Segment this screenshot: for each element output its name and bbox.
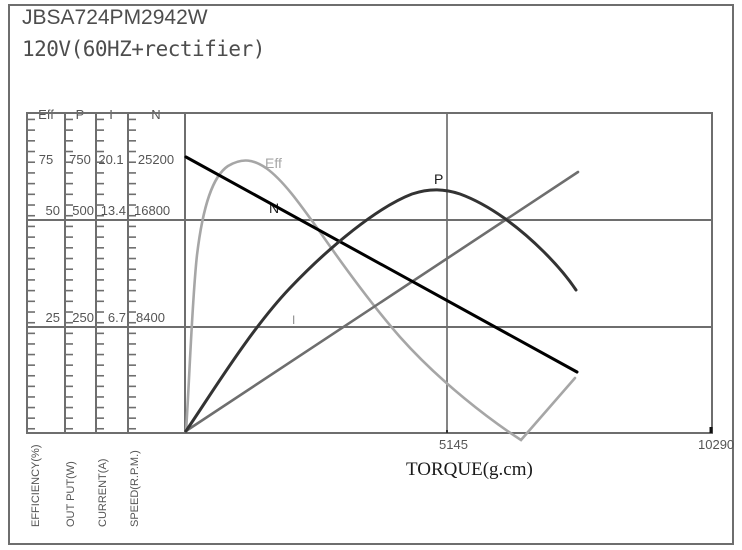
page-title: JBSA724PM2942W [22, 6, 208, 29]
axis-header-n: N 25200 [128, 77, 184, 197]
curve-group [184, 155, 580, 442]
axis-max-p: 750 [69, 152, 91, 167]
curve-n [184, 155, 579, 374]
axis-mid-upper-i: 13.4 [100, 203, 126, 218]
curve-label-n: N [269, 200, 280, 216]
curve-i [184, 170, 580, 433]
axis-symbol-p: P [75, 107, 85, 122]
axis-mid-lower-eff: 25 [45, 310, 60, 325]
axis-symbol-eff: Eff [38, 107, 54, 122]
axis-tick-marks [28, 118, 136, 430]
curve-p [184, 188, 578, 433]
axis-symbol-n: N [151, 107, 161, 122]
axis-scale-columns [26, 112, 186, 434]
curve-label-i: I [292, 313, 296, 327]
axis-max-eff: 75 [38, 152, 54, 167]
curve-label-eff: Eff [265, 155, 282, 171]
curve-label-p: P [434, 171, 444, 187]
xtick-label-max: 10290 [698, 437, 735, 452]
axis-mid-lower-n: 8400 [136, 310, 165, 325]
axis-header-p: P 750 [61, 77, 99, 197]
axis-mid-upper-p: 500 [72, 203, 94, 218]
axis-mid-lower-i: 6.7 [107, 310, 126, 325]
axis-mid-lower-p: 250 [72, 310, 94, 325]
page-subtitle: 120V(60HZ+rectifier) [22, 37, 265, 61]
axis-mid-upper-eff: 50 [45, 203, 60, 218]
axis-header-i: I 20.1 [91, 77, 131, 197]
axis-max-n: 25200 [137, 152, 175, 167]
xtick-label-mid: 5145 [439, 437, 468, 452]
axis-title-torque: TORQUE(g.cm) [406, 459, 533, 480]
curve-eff [184, 159, 577, 442]
document-border [8, 4, 734, 545]
axis-symbol-i: I [109, 107, 113, 122]
axis-mid-upper-n: 16800 [134, 203, 171, 218]
axis-header-eff: Eff 75 [27, 77, 65, 197]
axis-max-i: 20.1 [98, 152, 124, 167]
plot-frame [184, 112, 713, 434]
